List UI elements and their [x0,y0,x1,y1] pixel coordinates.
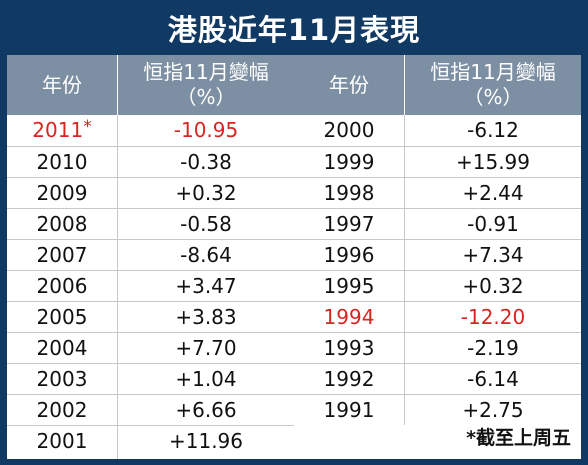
header-unit-label: （%） [176,85,236,109]
year-cell: 2006 [36,274,88,298]
year-cell: 1992 [323,367,375,391]
table-row: 2005 +3.83 [7,301,294,331]
table-row: 1999 +15.99 [294,146,581,176]
year-cell: 2000 [323,118,375,142]
table-row: 2002 +6.66 [7,394,294,424]
year-cell: 1993 [323,336,375,360]
year-cell: 1991 [323,398,375,422]
change-value-cell: +6.66 [175,398,237,422]
table-row: 2007 -8.64 [7,239,294,269]
table-row: 2006 +3.47 [7,270,294,300]
header-divider [117,55,118,115]
table-row: 2008 -0.58 [7,208,294,238]
change-value-cell: -8.64 [180,243,232,267]
change-value-cell: +11.96 [168,429,243,453]
change-value-cell: +3.47 [175,274,237,298]
change-value-cell: +3.83 [175,305,237,329]
footnote: *截至上周五 [466,427,571,449]
year-cell: 2011* [32,117,92,142]
change-value-cell: -6.12 [467,118,519,142]
table-row: 2011* -10.95 [7,115,294,145]
table-row: 1997 -0.91 [294,208,581,238]
table-row: 2009 +0.32 [7,177,294,207]
change-value-cell: +1.04 [175,367,237,391]
table-row: 1992 -6.14 [294,363,581,393]
header-index-change: 恒指11月變幅 （%） [118,55,294,115]
table-row: 1996 +7.34 [294,239,581,269]
change-value-cell: +2.44 [462,181,524,205]
table-row: 2001 +11.96 [7,425,294,455]
change-value-cell: -0.58 [180,212,232,236]
year-cell: 1995 [323,274,375,298]
change-value-cell: -6.14 [467,367,519,391]
change-value-cell: +2.75 [462,398,524,422]
year-cell: 1999 [323,150,375,174]
change-value-cell: +7.70 [175,336,237,360]
table-row: 2000 -6.12 [294,115,581,145]
change-value-cell: -2.19 [467,336,519,360]
year-cell: 2008 [36,212,88,236]
table-header: 年份 恒指11月變幅 （%） [7,55,294,115]
change-value-cell: -0.38 [180,150,232,174]
header-divider [404,55,405,115]
change-value-cell: -0.91 [467,212,519,236]
year-cell: 2005 [36,305,88,329]
table-row: 1995 +0.32 [294,270,581,300]
table-row: 2010 -0.38 [7,146,294,176]
year-cell: 1998 [323,181,375,205]
table-row: 1994 -12.20 [294,301,581,331]
year-cell: 1994 [323,305,375,329]
year-cell: 2002 [36,398,88,422]
header-index-label: 恒指11月變幅 [143,60,269,84]
header-index-change: 恒指11月變幅 （%） [405,55,581,115]
table-row: 2003 +1.04 [7,363,294,393]
change-value-cell: +0.32 [462,274,524,298]
header-index-label: 恒指11月變幅 [430,60,556,84]
year-cell: 2001 [36,429,88,453]
column-divider [117,115,118,459]
year-cell: 2010 [36,150,88,174]
year-cell: 2009 [36,181,88,205]
change-value-cell: +7.34 [462,243,524,267]
header-year: 年份 [42,72,82,97]
table-right: 年份 恒指11月變幅 （%） 2000 -6.12 1999 +15.99 1998 +2… [294,55,581,459]
year-cell: 2003 [36,367,88,391]
table-header: 年份 恒指11月變幅 （%） [294,55,581,115]
year-cell: 2007 [36,243,88,267]
year-cell: 1996 [323,243,375,267]
asterisk-mark: * [83,117,92,137]
table-row: 2004 +7.70 [7,332,294,362]
header-year: 年份 [329,72,369,97]
table-row: 1991 +2.75 [294,394,581,424]
table-left: 年份 恒指11月變幅 （%） 2011* -10.95 2010 -0.38 2009 +… [7,55,294,459]
change-value-cell: -12.20 [460,305,526,329]
change-value-cell: +0.32 [175,181,237,205]
table-row: 1998 +2.44 [294,177,581,207]
header-unit-label: （%） [463,85,523,109]
change-value-cell: -10.95 [173,118,239,142]
chart-title: 港股近年11月表現 [167,12,421,47]
change-value-cell: +15.99 [455,150,530,174]
year-cell: 1997 [323,212,375,236]
table-row: 1993 -2.19 [294,332,581,362]
year-cell: 2004 [36,336,88,360]
